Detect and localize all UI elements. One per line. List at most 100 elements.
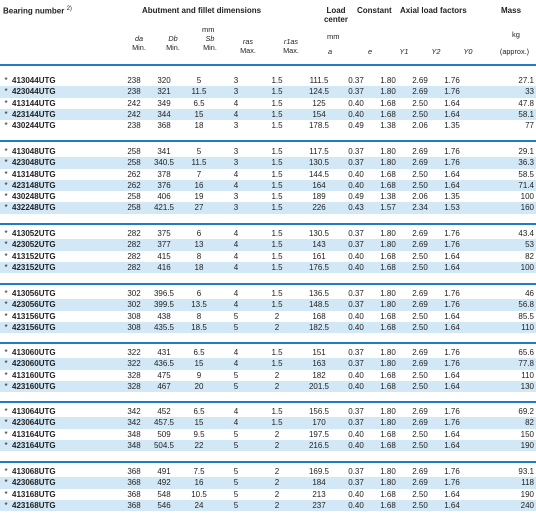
cell-a: 130.5 — [298, 157, 340, 169]
cell-r1as: 2 — [274, 429, 280, 439]
cell-Y1: 1.80 — [380, 147, 396, 156]
cell-ras: 4 — [233, 407, 239, 416]
col-Sb-min: Min. — [203, 43, 217, 52]
cell-Y0: 1.76 — [444, 147, 460, 156]
cell-Y1: 1.80 — [380, 407, 396, 416]
cell-bearing-number: 423164UTG — [12, 439, 122, 452]
cell-Y2: 2.50 — [404, 108, 436, 121]
cell-da: 348 — [122, 439, 146, 452]
cell-da: 302 — [127, 289, 141, 298]
cell-r1as: 2 — [274, 467, 280, 476]
cell-bearing-number: 423052UTG — [12, 239, 122, 251]
cell-a: 168 — [312, 311, 326, 321]
cell-bearing-number: 413160UTG — [12, 370, 56, 380]
cell-r1as: 1.5 — [271, 121, 283, 131]
row-mark: * — [0, 299, 12, 311]
cell-da: 368 — [127, 467, 141, 476]
cell-a: 178.5 — [308, 121, 330, 131]
cell-mass: 93.1 — [518, 467, 534, 476]
col-da-min: Min. — [132, 43, 146, 52]
col-r1as-header: r1as Max. — [275, 37, 307, 55]
col-Sb-symbol: Sb — [205, 34, 215, 43]
cell-Sb: 7.5 — [193, 467, 205, 476]
cell-ras: 3 — [233, 76, 239, 85]
table-row: * 413060UTG 322 431 6.5 4 1.5 151 0.37 1.80 2.69 1.… — [0, 347, 536, 358]
cell-Y1: 1.68 — [372, 499, 404, 512]
cell-Y0: 1.64 — [436, 439, 468, 452]
cell-r1as: 2 — [256, 321, 298, 334]
cell-Y1: 1.80 — [380, 348, 396, 357]
row-mark: * — [4, 169, 8, 179]
cell-Sb: 9.5 — [193, 429, 205, 439]
table-row: * 413156UTG 308 438 8 5 2 168 0.40 1.68 2.50 1.64 85… — [0, 311, 536, 322]
cell-Sb: 16 — [182, 477, 216, 489]
cell-Y2: 2.50 — [412, 169, 428, 179]
col-ras-max: Max. — [240, 46, 256, 55]
cell-e: 0.40 — [348, 370, 364, 380]
row-mark: * — [4, 229, 8, 238]
cell-mass: 69.2 — [518, 407, 534, 416]
cell-Y0: 1.64 — [436, 261, 468, 274]
col-da-header: da Min. — [124, 34, 154, 52]
cell-Y1: 1.80 — [380, 289, 396, 298]
row-mark: * — [0, 358, 12, 370]
cell-Y2: 2.69 — [412, 147, 428, 156]
cell-Sb: 8 — [196, 311, 202, 321]
cell-Y0: 1.76 — [444, 407, 460, 416]
cell-mass: 160 — [468, 202, 536, 214]
cell-Y2: 2.50 — [412, 251, 428, 261]
table-row: * 413144UTG 242 349 6.5 4 1.5 125 0.40 1.68 2.50 1.… — [0, 98, 536, 109]
cell-Sb: 11.5 — [182, 157, 216, 169]
cell-mass: 110 — [468, 321, 536, 334]
table-row: * 423156UTG 308 435.5 18.5 5 2 182.5 0.40 1.68 2.5… — [0, 321, 536, 334]
table-row: * 423044UTG 238 321 11.5 3 1.5 124.5 0.37 1.80 2.6… — [0, 86, 536, 98]
col-Y2-header: Y2 — [421, 47, 451, 56]
cell-Y0: 1.35 — [444, 192, 460, 202]
cell-Y0: 1.64 — [444, 311, 460, 321]
group-068: * 413068UTG 368 491 7.5 5 2 169.5 0.37 1.80 2.69 1.… — [0, 466, 536, 512]
cell-Db: 492 — [146, 477, 182, 489]
cell-Y2: 2.69 — [412, 467, 428, 476]
cell-mass: 85.5 — [518, 311, 534, 321]
col-Db-symbol: Db — [168, 34, 178, 43]
cell-Y1: 1.80 — [372, 86, 404, 98]
table-row: * 423152UTG 282 416 18 4 1.5 176.5 0.40 1.68 2.50 1… — [0, 261, 536, 274]
cell-Sb: 7 — [196, 169, 202, 179]
cell-Y1: 1.68 — [380, 251, 396, 261]
cell-Y0: 1.76 — [444, 467, 460, 476]
table-row: * 413044UTG 238 320 5 3 1.5 111.5 0.37 1.80 2.69 1.… — [0, 75, 536, 86]
cell-e: 0.40 — [348, 429, 364, 439]
cell-ras: 5 — [216, 321, 256, 334]
col-Y0-symbol: Y0 — [463, 47, 473, 56]
row-mark: * — [4, 489, 8, 499]
cell-a: 201.5 — [298, 380, 340, 393]
cell-bearing-number: 423152UTG — [12, 261, 122, 274]
cell-Sb: 27 — [182, 202, 216, 214]
cell-Y2: 2.50 — [412, 429, 428, 439]
cell-ras: 4 — [233, 169, 239, 179]
cell-e: 0.37 — [340, 477, 372, 489]
cell-e: 0.40 — [340, 261, 372, 274]
cell-da: 348 — [127, 429, 141, 439]
cell-bearing-number: 413044UTG — [12, 76, 56, 85]
cell-Y0: 1.64 — [444, 429, 460, 439]
cell-r1as: 1.5 — [256, 157, 298, 169]
abutment-header: Abutment and fillet dimensions — [142, 6, 262, 15]
header-divider — [0, 64, 536, 66]
cell-e: 0.37 — [348, 76, 364, 85]
cell-Db: 377 — [146, 239, 182, 251]
cell-Y2: 2.50 — [412, 311, 428, 321]
cell-da: 242 — [127, 98, 141, 108]
cell-Sb: 13 — [182, 239, 216, 251]
cell-bearing-number: 423068UTG — [12, 477, 122, 489]
cell-Y1: 1.68 — [372, 261, 404, 274]
cell-Db: 475 — [157, 370, 171, 380]
cell-Y2: 2.69 — [404, 358, 436, 370]
row-mark: * — [4, 121, 8, 131]
cell-da: 328 — [122, 380, 146, 393]
cell-e: 0.40 — [340, 499, 372, 512]
table-row: * 423068UTG 368 492 16 5 2 184 0.37 1.80 2.69 1.76 1… — [0, 477, 536, 489]
cell-Db: 491 — [157, 467, 171, 476]
row-mark: * — [4, 76, 8, 85]
cell-Y2: 2.69 — [404, 299, 436, 311]
